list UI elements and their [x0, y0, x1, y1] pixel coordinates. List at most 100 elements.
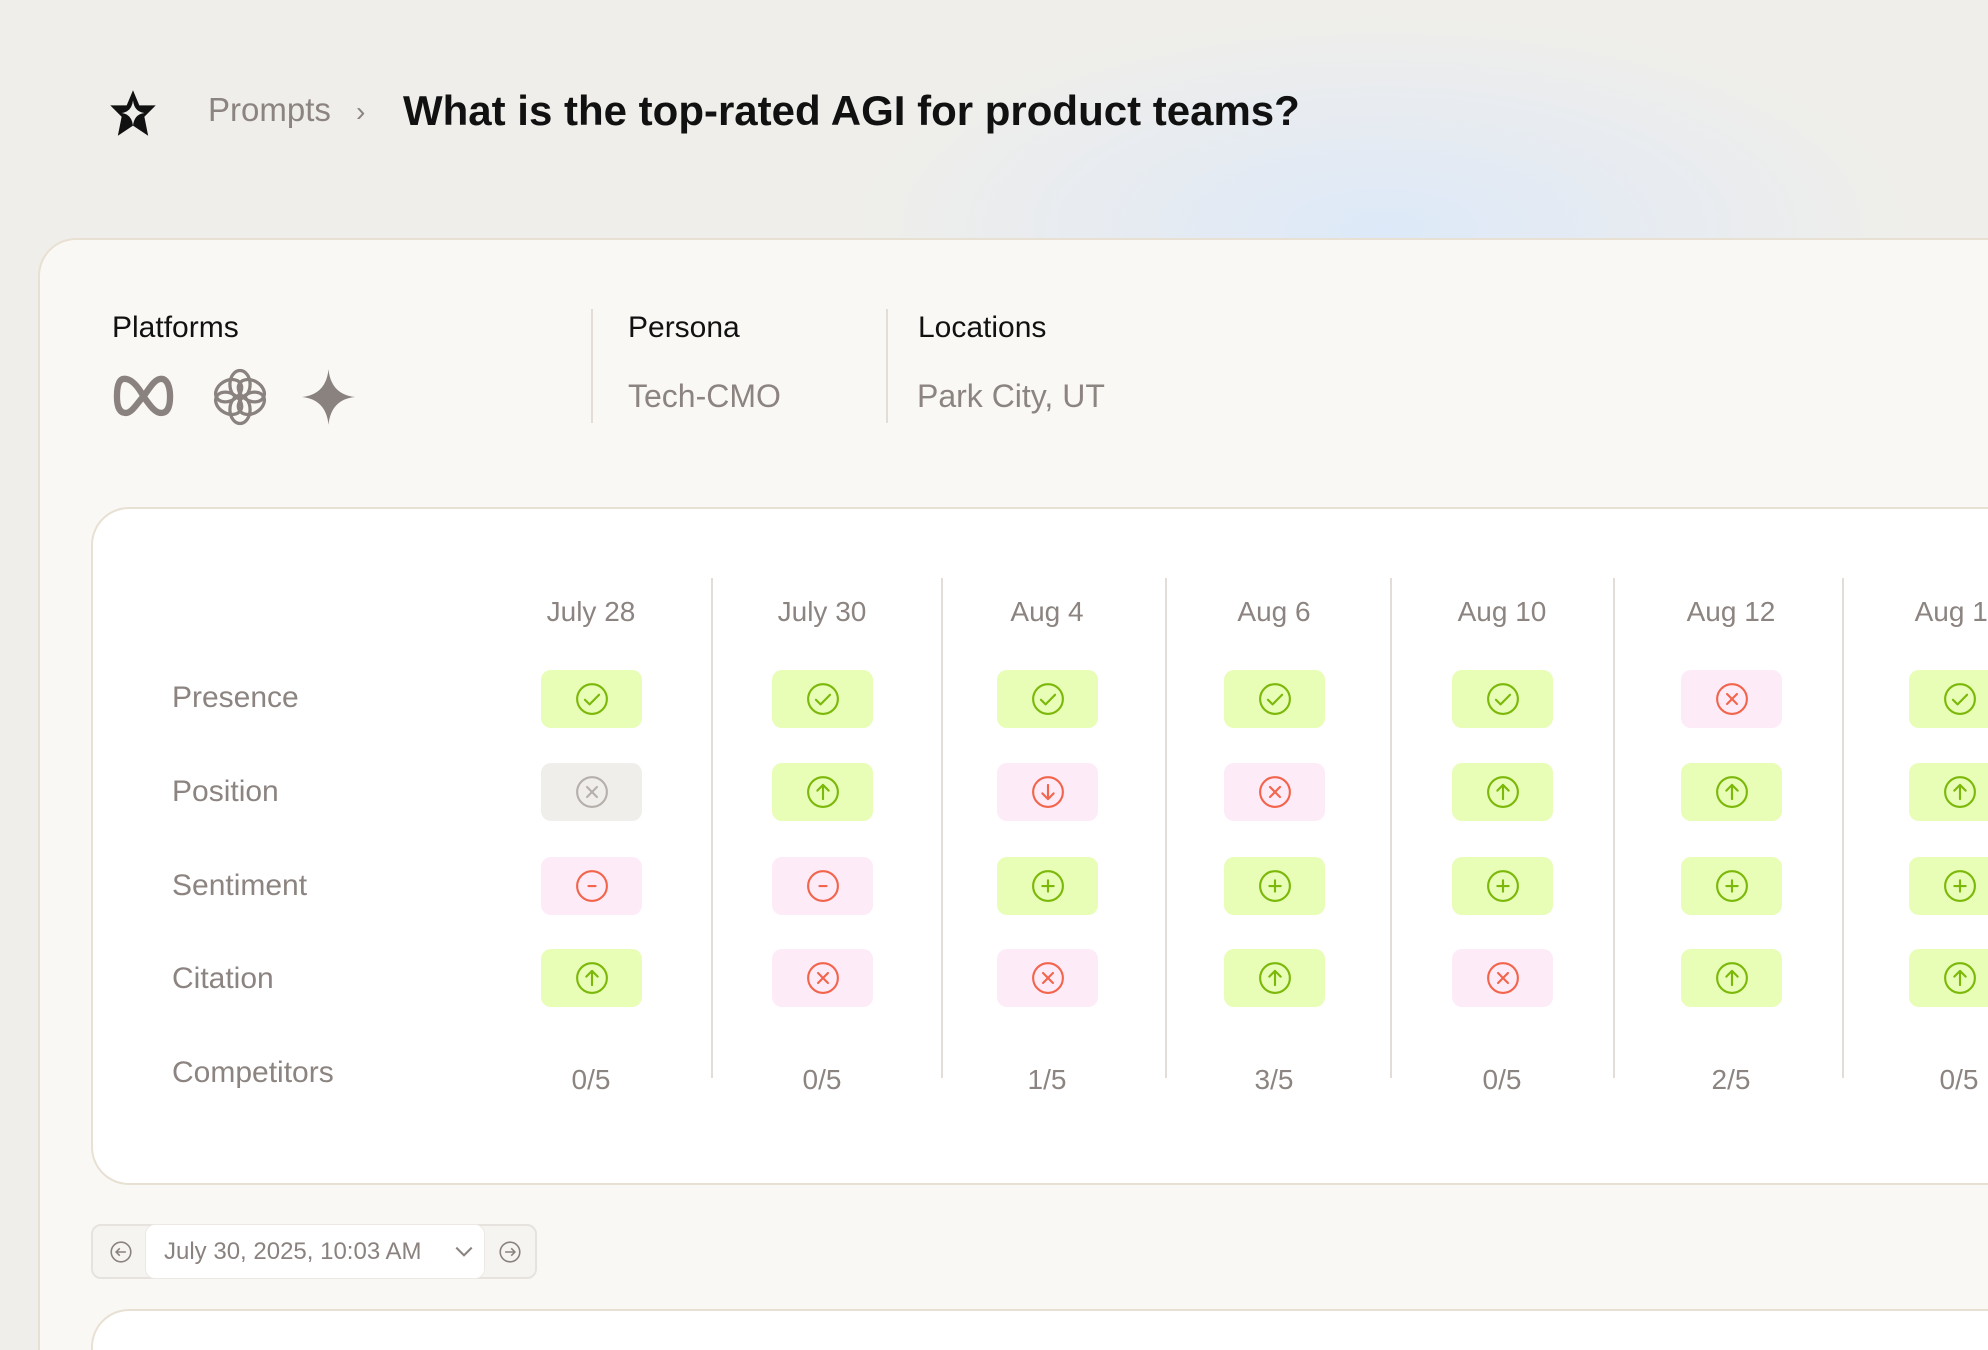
prev-arrow-icon[interactable]: [110, 1241, 132, 1263]
competitors-count: 0/5: [1482, 1064, 1522, 1095]
position-status-badge[interactable]: [1909, 763, 1988, 821]
position-status-badge[interactable]: [772, 763, 873, 821]
persona-label: Persona: [628, 311, 740, 344]
persona-value[interactable]: Tech-CMO: [628, 378, 781, 414]
arrow-up-circle-icon: [1715, 962, 1748, 994]
presence-status-badge[interactable]: [1681, 670, 1782, 728]
column-divider: [1613, 578, 1615, 1078]
position-status-badge[interactable]: [997, 763, 1098, 821]
position-status-badge[interactable]: [541, 763, 642, 821]
position-status-badge[interactable]: [1224, 763, 1325, 821]
column-divider: [711, 578, 713, 1078]
competitors-count: 0/5: [1939, 1064, 1979, 1095]
app-logo-icon[interactable]: [109, 89, 157, 137]
citation-status-badge[interactable]: [772, 949, 873, 1007]
x-circle-icon: [1031, 962, 1064, 994]
row-label-sentiment: Sentiment: [172, 869, 308, 902]
platforms-label: Platforms: [112, 311, 239, 344]
response-card: [91, 1309, 1988, 1350]
check-circle-icon: [1258, 683, 1291, 715]
date-select-value: July 30, 2025, 10:03 AM: [164, 1238, 422, 1265]
x-circle-icon: [1486, 962, 1519, 994]
presence-status-badge[interactable]: [772, 670, 873, 728]
minus-circle-icon: [575, 870, 608, 902]
x-circle-icon: [1715, 683, 1748, 715]
check-circle-icon: [1031, 683, 1064, 715]
x-circle-icon: [1258, 776, 1291, 808]
citation-status-badge[interactable]: [541, 949, 642, 1007]
sentiment-status-badge[interactable]: [997, 857, 1098, 915]
plus-circle-icon: [1943, 870, 1976, 902]
plus-circle-icon: [1715, 870, 1748, 902]
citation-status-badge[interactable]: [1224, 949, 1325, 1007]
breadcrumb-separator: ›: [356, 96, 366, 127]
column-header-date: July 30: [777, 596, 867, 627]
results-table: [91, 507, 1988, 1185]
citation-status-badge[interactable]: [997, 949, 1098, 1007]
column-header-date: Aug 4: [1010, 596, 1084, 627]
arrow-up-circle-icon: [1486, 776, 1519, 808]
column-divider: [941, 578, 943, 1078]
arrow-up-circle-icon: [1943, 776, 1976, 808]
sentiment-status-badge[interactable]: [541, 857, 642, 915]
check-circle-icon: [1486, 683, 1519, 715]
sentiment-status-badge[interactable]: [1452, 857, 1553, 915]
locations-label: Locations: [918, 311, 1047, 344]
divider: [591, 309, 593, 423]
presence-status-badge[interactable]: [997, 670, 1098, 728]
row-label-citation: Citation: [172, 962, 274, 995]
column-header-date: Aug 6: [1237, 596, 1311, 627]
sentiment-status-badge[interactable]: [1224, 857, 1325, 915]
sentiment-status-badge[interactable]: [772, 857, 873, 915]
column-header-date: Aug 18: [1914, 596, 1988, 627]
arrow-up-circle-icon: [806, 776, 839, 808]
arrow-down-circle-icon: [1031, 776, 1064, 808]
arrow-up-circle-icon: [1258, 962, 1291, 994]
next-arrow-icon[interactable]: [499, 1241, 521, 1263]
citation-status-badge[interactable]: [1452, 949, 1553, 1007]
x-circle-icon: [575, 776, 608, 808]
plus-circle-icon: [1031, 870, 1064, 902]
arrow-up-circle-icon: [1943, 962, 1976, 994]
row-label-competitors: Competitors: [172, 1056, 334, 1089]
column-divider: [1842, 578, 1844, 1078]
gemini-sparkle-icon[interactable]: [302, 369, 355, 425]
meta-icon[interactable]: [113, 375, 174, 418]
citation-status-badge[interactable]: [1909, 949, 1988, 1007]
presence-status-badge[interactable]: [541, 670, 642, 728]
position-status-badge[interactable]: [1452, 763, 1553, 821]
locations-value[interactable]: Park City, UT: [917, 378, 1105, 414]
openai-icon[interactable]: [212, 368, 268, 426]
plus-circle-icon: [1258, 870, 1291, 902]
presence-status-badge[interactable]: [1452, 670, 1553, 728]
column-divider: [1165, 578, 1167, 1078]
column-divider: [1390, 578, 1392, 1078]
row-label-presence: Presence: [172, 681, 299, 714]
arrow-up-circle-icon: [1715, 776, 1748, 808]
breadcrumb-prompts[interactable]: Prompts: [208, 91, 331, 128]
citation-status-badge[interactable]: [1681, 949, 1782, 1007]
sentiment-status-badge[interactable]: [1681, 857, 1782, 915]
position-status-badge[interactable]: [1681, 763, 1782, 821]
sentiment-status-badge[interactable]: [1909, 857, 1988, 915]
column-header-date: Aug 10: [1457, 596, 1547, 627]
divider: [886, 309, 888, 423]
presence-status-badge[interactable]: [1909, 670, 1988, 728]
competitors-count: 2/5: [1711, 1064, 1751, 1095]
chevron-down-icon: [455, 1246, 473, 1257]
competitors-count: 0/5: [802, 1064, 842, 1095]
plus-circle-icon: [1486, 870, 1519, 902]
column-header-date: July 28: [546, 596, 636, 627]
check-circle-icon: [1943, 683, 1976, 715]
date-picker: July 30, 2025, 10:03 AM: [91, 1224, 537, 1279]
check-circle-icon: [806, 683, 839, 715]
minus-circle-icon: [806, 870, 839, 902]
check-circle-icon: [575, 683, 608, 715]
competitors-count: 0/5: [571, 1064, 611, 1095]
presence-status-badge[interactable]: [1224, 670, 1325, 728]
x-circle-icon: [806, 962, 839, 994]
arrow-up-circle-icon: [575, 962, 608, 994]
date-select[interactable]: July 30, 2025, 10:03 AM: [145, 1224, 485, 1279]
row-label-position: Position: [172, 775, 279, 808]
